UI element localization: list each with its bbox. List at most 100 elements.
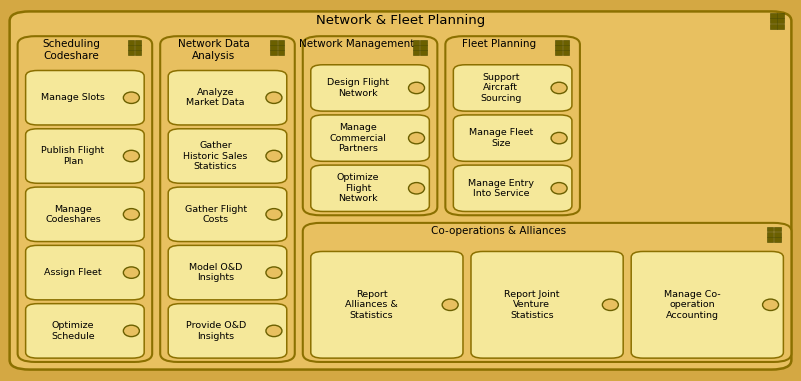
FancyBboxPatch shape xyxy=(413,50,420,55)
FancyBboxPatch shape xyxy=(774,232,780,237)
Ellipse shape xyxy=(551,182,567,194)
FancyBboxPatch shape xyxy=(135,50,142,55)
FancyBboxPatch shape xyxy=(168,187,287,242)
Ellipse shape xyxy=(409,82,425,94)
Text: Manage Fleet
Size: Manage Fleet Size xyxy=(469,128,533,148)
FancyBboxPatch shape xyxy=(128,40,135,45)
FancyBboxPatch shape xyxy=(168,129,287,183)
FancyBboxPatch shape xyxy=(413,45,420,50)
FancyBboxPatch shape xyxy=(563,50,570,55)
FancyBboxPatch shape xyxy=(135,40,142,45)
FancyBboxPatch shape xyxy=(10,11,791,370)
Text: Optimize
Schedule: Optimize Schedule xyxy=(51,321,95,341)
FancyBboxPatch shape xyxy=(26,187,144,242)
FancyBboxPatch shape xyxy=(270,50,277,55)
Ellipse shape xyxy=(266,92,282,103)
FancyBboxPatch shape xyxy=(311,251,463,358)
FancyBboxPatch shape xyxy=(303,36,437,215)
FancyBboxPatch shape xyxy=(556,40,562,45)
FancyBboxPatch shape xyxy=(303,223,791,362)
Text: Assign Fleet: Assign Fleet xyxy=(44,268,102,277)
Text: Network Data
Analysis: Network Data Analysis xyxy=(178,39,250,61)
Ellipse shape xyxy=(409,133,425,144)
Text: Manage Co-
operation
Accounting: Manage Co- operation Accounting xyxy=(664,290,720,320)
Text: Scheduling
Codeshare: Scheduling Codeshare xyxy=(42,39,100,61)
Ellipse shape xyxy=(409,182,425,194)
FancyBboxPatch shape xyxy=(18,36,152,362)
Text: Network Management: Network Management xyxy=(299,39,414,49)
FancyBboxPatch shape xyxy=(777,24,783,29)
Text: Manage Slots: Manage Slots xyxy=(41,93,105,102)
FancyBboxPatch shape xyxy=(311,65,429,111)
Ellipse shape xyxy=(123,267,139,278)
FancyBboxPatch shape xyxy=(563,40,570,45)
Ellipse shape xyxy=(123,209,139,220)
FancyBboxPatch shape xyxy=(128,45,135,50)
Text: Report
Alliances &
Statistics: Report Alliances & Statistics xyxy=(345,290,398,320)
FancyBboxPatch shape xyxy=(777,18,783,23)
Ellipse shape xyxy=(266,267,282,278)
FancyBboxPatch shape xyxy=(631,251,783,358)
Text: Model O&D
Insights: Model O&D Insights xyxy=(189,263,243,282)
FancyBboxPatch shape xyxy=(168,70,287,125)
FancyBboxPatch shape xyxy=(771,13,777,18)
FancyBboxPatch shape xyxy=(277,40,284,45)
Text: Fleet Planning: Fleet Planning xyxy=(462,39,536,49)
Ellipse shape xyxy=(763,299,779,311)
Text: Report Joint
Venture
Statistics: Report Joint Venture Statistics xyxy=(504,290,560,320)
FancyBboxPatch shape xyxy=(767,226,774,232)
FancyBboxPatch shape xyxy=(135,45,142,50)
FancyBboxPatch shape xyxy=(556,50,562,55)
FancyBboxPatch shape xyxy=(471,251,623,358)
Text: Publish Flight
Plan: Publish Flight Plan xyxy=(42,146,105,166)
Text: Design Flight
Network: Design Flight Network xyxy=(327,78,389,98)
Text: Analyze
Market Data: Analyze Market Data xyxy=(187,88,245,107)
FancyBboxPatch shape xyxy=(453,65,572,111)
Ellipse shape xyxy=(266,150,282,162)
FancyBboxPatch shape xyxy=(168,304,287,358)
Text: Gather Flight
Costs: Gather Flight Costs xyxy=(184,205,247,224)
FancyBboxPatch shape xyxy=(774,237,780,242)
FancyBboxPatch shape xyxy=(311,115,429,161)
FancyBboxPatch shape xyxy=(168,245,287,300)
FancyBboxPatch shape xyxy=(771,24,777,29)
FancyBboxPatch shape xyxy=(270,40,277,45)
FancyBboxPatch shape xyxy=(128,50,135,55)
Ellipse shape xyxy=(551,82,567,94)
FancyBboxPatch shape xyxy=(767,237,774,242)
FancyBboxPatch shape xyxy=(270,45,277,50)
FancyBboxPatch shape xyxy=(277,50,284,55)
Text: Manage Entry
Into Service: Manage Entry Into Service xyxy=(468,179,533,198)
FancyBboxPatch shape xyxy=(160,36,295,362)
FancyBboxPatch shape xyxy=(453,165,572,211)
Ellipse shape xyxy=(442,299,458,311)
FancyBboxPatch shape xyxy=(26,70,144,125)
FancyBboxPatch shape xyxy=(774,226,780,232)
Ellipse shape xyxy=(123,325,139,337)
FancyBboxPatch shape xyxy=(421,50,427,55)
Ellipse shape xyxy=(266,325,282,337)
FancyBboxPatch shape xyxy=(563,45,570,50)
Ellipse shape xyxy=(551,133,567,144)
Text: Manage
Codeshares: Manage Codeshares xyxy=(45,205,101,224)
Text: Gather
Historic Sales
Statistics: Gather Historic Sales Statistics xyxy=(183,141,248,171)
Text: Provide O&D
Insights: Provide O&D Insights xyxy=(186,321,246,341)
Ellipse shape xyxy=(123,92,139,103)
FancyBboxPatch shape xyxy=(771,18,777,23)
FancyBboxPatch shape xyxy=(26,245,144,300)
FancyBboxPatch shape xyxy=(277,45,284,50)
FancyBboxPatch shape xyxy=(556,45,562,50)
Text: Optimize
Flight
Network: Optimize Flight Network xyxy=(337,173,380,203)
FancyBboxPatch shape xyxy=(453,115,572,161)
FancyBboxPatch shape xyxy=(421,45,427,50)
Text: Network & Fleet Planning: Network & Fleet Planning xyxy=(316,14,485,27)
Ellipse shape xyxy=(123,150,139,162)
Text: Support
Aircraft
Sourcing: Support Aircraft Sourcing xyxy=(480,73,521,103)
FancyBboxPatch shape xyxy=(767,232,774,237)
Text: Co-operations & Alliances: Co-operations & Alliances xyxy=(431,226,566,236)
Ellipse shape xyxy=(602,299,618,311)
FancyBboxPatch shape xyxy=(421,40,427,45)
Ellipse shape xyxy=(266,209,282,220)
FancyBboxPatch shape xyxy=(777,13,783,18)
FancyBboxPatch shape xyxy=(311,165,429,211)
